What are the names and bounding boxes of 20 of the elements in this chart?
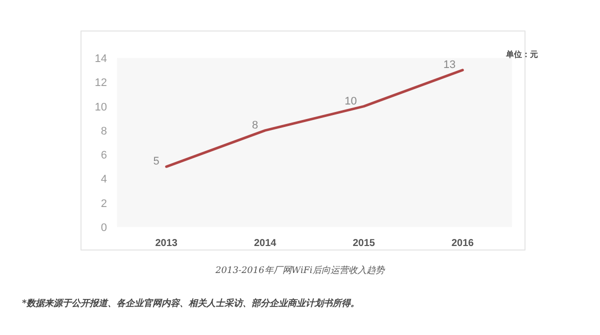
data-label: 8	[252, 119, 258, 132]
x-tick-label: 2016	[452, 238, 474, 249]
x-tick-label: 2015	[352, 238, 376, 249]
data-label: 5	[153, 156, 160, 168]
y-tick-label: 14	[94, 53, 107, 65]
x-tick-label: 2014	[254, 238, 277, 249]
text: *数据来源于公开报道、各企业官网内容、相关人士采访、部分企业商业计划书所得。	[22, 298, 360, 309]
x-tick-label: 2013	[155, 238, 178, 249]
line-series	[165, 68, 464, 168]
data-label: 10	[344, 95, 357, 108]
y-tick-label: 0	[100, 222, 107, 234]
y-tick-label: 10	[94, 101, 107, 114]
y-tick-label: 2	[100, 198, 107, 210]
y-tick-label: 4	[100, 174, 107, 186]
annotation: 单位：元	[505, 50, 538, 59]
y-tick-label: 6	[100, 150, 107, 162]
data-label: 13	[443, 59, 456, 72]
text: 2013-2016年厂网WiFi后向运营收入趋势	[214, 265, 386, 276]
y-tick-label: 8	[100, 125, 107, 138]
y-tick-label: 12	[94, 77, 107, 90]
